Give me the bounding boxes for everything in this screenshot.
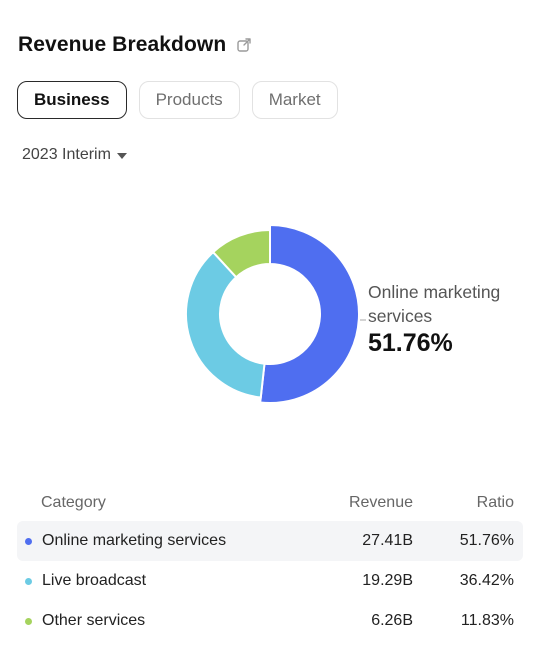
callout-label: Online marketing services (368, 282, 501, 326)
header-ratio: Ratio (476, 494, 514, 511)
row-ratio: 36.42% (459, 572, 514, 589)
donut-chart (185, 223, 366, 404)
period-dropdown[interactable]: 2023 Interim (22, 146, 127, 164)
tab-business[interactable]: Business (17, 81, 127, 119)
legend-dot (25, 577, 32, 585)
tab-market[interactable]: Market (251, 81, 338, 119)
period-label: 2023 Interim (22, 146, 111, 163)
row-category: Live broadcast (42, 572, 147, 589)
table-header: Category Revenue Ratio (17, 485, 523, 521)
header-revenue: Revenue (348, 494, 413, 511)
row-category: Online marketing services (42, 532, 227, 549)
row-revenue: 6.26B (371, 612, 413, 629)
donut-slice-live-broadcast[interactable] (185, 250, 266, 399)
row-revenue: 27.41B (362, 532, 413, 549)
tab-products[interactable]: Products (138, 81, 240, 119)
header-category: Category (41, 494, 106, 511)
donut-slice-online-marketing-services[interactable] (259, 223, 360, 404)
share-icon[interactable] (236, 37, 252, 53)
table-row[interactable]: Other services 6.26B 11.83% (17, 601, 523, 641)
row-revenue: 19.29B (362, 572, 413, 589)
caret-down-icon (116, 153, 127, 159)
callout-value: 51.76% (368, 329, 453, 357)
table-row[interactable]: Online marketing services 27.41B 51.76% (17, 521, 523, 561)
donut-slice-other-services[interactable] (211, 228, 271, 279)
row-ratio: 11.83% (460, 612, 514, 629)
tab-bar: Business Products Market (17, 81, 338, 119)
legend-dot (25, 537, 32, 545)
page-title: Revenue Breakdown (18, 33, 227, 56)
breakdown-table: Category Revenue Ratio Online marketing … (17, 485, 523, 641)
row-category: Other services (42, 612, 146, 629)
header: Revenue Breakdown (18, 33, 252, 57)
row-ratio: 51.76% (459, 532, 514, 549)
table-row[interactable]: Live broadcast 19.29B 36.42% (17, 561, 523, 601)
legend-dot (25, 617, 32, 625)
